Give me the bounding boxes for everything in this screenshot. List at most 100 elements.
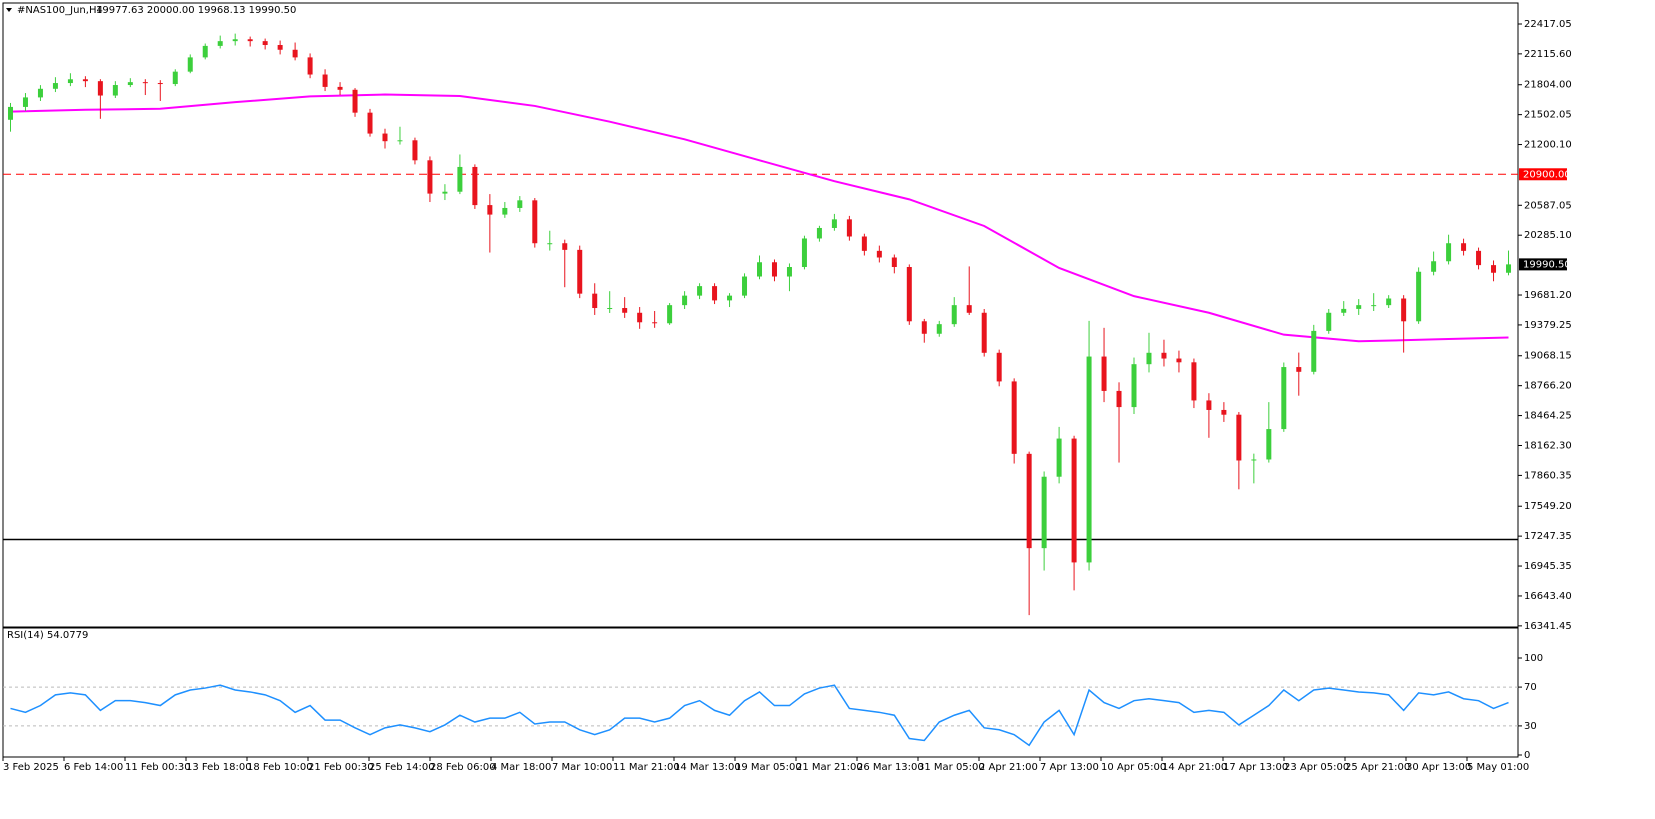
y-tick-label: 17549.20 — [1524, 501, 1572, 512]
candle-body — [277, 45, 283, 50]
candle-body — [337, 86, 343, 90]
candle-body — [1266, 429, 1272, 460]
candle-body — [1281, 367, 1287, 430]
last-price-label: 19990.50 — [1523, 259, 1571, 270]
x-tick-label: 7 Mar 10:00 — [552, 762, 612, 773]
candle-body — [1371, 305, 1377, 307]
x-tick-label: 11 Feb 00:30 — [125, 762, 191, 773]
x-tick-label: 3 Feb 2025 — [3, 762, 59, 773]
candle-body — [1176, 358, 1182, 363]
candle-body — [67, 79, 73, 84]
candle-body — [637, 312, 643, 323]
candle-body — [442, 191, 448, 194]
candle-body — [622, 308, 628, 313]
x-tick-label: 21 Feb 00:30 — [308, 762, 374, 773]
x-tick-label: 14 Mar 13:00 — [674, 762, 741, 773]
rsi-last: 54.0779 — [47, 630, 88, 641]
candle-body — [1401, 298, 1407, 322]
candle-body — [592, 293, 598, 309]
candle-body — [697, 286, 703, 296]
y-tick-label: 70 — [1524, 682, 1537, 693]
candle-body — [157, 83, 163, 85]
candle-body — [786, 267, 792, 277]
x-tick-label: 17 Apr 13:00 — [1223, 762, 1288, 773]
candle-body — [1251, 459, 1257, 461]
candle-body — [682, 295, 688, 306]
x-tick-label: 28 Feb 06:00 — [430, 762, 496, 773]
candle-body — [771, 262, 777, 277]
x-tick-label: 18 Feb 10:00 — [247, 762, 313, 773]
candle-body — [1296, 367, 1302, 372]
candle-body — [187, 57, 193, 72]
candle-body — [667, 305, 673, 324]
x-tick-label: 25 Apr 21:00 — [1345, 762, 1410, 773]
candle-body — [1191, 362, 1197, 401]
candle-body — [861, 236, 867, 251]
x-tick-label: 11 Mar 21:00 — [613, 762, 680, 773]
candle-body — [1431, 261, 1437, 272]
candle-body — [52, 83, 58, 89]
candle-body — [906, 267, 912, 322]
candle-body — [217, 41, 223, 46]
candle-body — [981, 312, 987, 353]
menu-arrow — [6, 8, 12, 12]
y-tick-label: 18766.20 — [1524, 381, 1572, 392]
candle-body — [7, 106, 13, 120]
candle-body — [562, 243, 568, 250]
candle-body — [82, 79, 88, 82]
rsi-frame — [2, 627, 1519, 758]
candle-body — [1506, 264, 1512, 273]
candle-body — [742, 276, 748, 296]
candle-body — [547, 243, 553, 245]
x-tick-label: 25 Feb 14:00 — [369, 762, 435, 773]
x-tick-label: 2 Apr 21:00 — [979, 762, 1038, 773]
h-line-label-box — [1519, 168, 1567, 181]
y-tick-label: 16945.35 — [1524, 561, 1572, 572]
x-tick-label: 14 Apr 21:00 — [1162, 762, 1227, 773]
candle-body — [412, 140, 418, 161]
candle-body — [1056, 438, 1062, 477]
candle-body — [487, 205, 493, 215]
candle-body — [127, 82, 133, 86]
candle-body — [352, 89, 358, 113]
candle-body — [532, 200, 538, 244]
candle-body — [172, 71, 178, 85]
candle-body — [1161, 352, 1167, 359]
candle-body — [1101, 356, 1107, 391]
x-tick-label: 26 Mar 13:00 — [857, 762, 924, 773]
candle-body — [232, 39, 238, 42]
candle-body — [457, 166, 463, 192]
candle-body — [577, 249, 583, 294]
candle-body — [921, 321, 927, 334]
candle-body — [951, 305, 957, 325]
candle-body — [307, 57, 313, 75]
candle-body — [757, 262, 762, 277]
candle-body — [1476, 250, 1482, 266]
candle-body — [1086, 356, 1092, 563]
y-tick-label: 19068.15 — [1524, 351, 1572, 362]
candle-body — [801, 238, 807, 268]
candle-body — [1491, 265, 1497, 273]
candle-body — [382, 133, 388, 142]
x-tick-label: 10 Apr 05:00 — [1101, 762, 1166, 773]
last-price-box — [1519, 258, 1567, 271]
candle-body — [1326, 312, 1332, 331]
candle-body — [427, 160, 433, 194]
candle-body — [472, 166, 478, 206]
y-tick-label: 30 — [1524, 721, 1537, 732]
candle-body — [1041, 476, 1047, 549]
y-tick-label: 20285.10 — [1524, 230, 1572, 241]
candle-body — [1221, 409, 1227, 415]
candle-body — [397, 140, 403, 142]
candle-body — [292, 49, 298, 58]
y-tick-label: 21804.00 — [1524, 80, 1572, 91]
y-tick-label: 21502.05 — [1524, 110, 1572, 121]
y-tick-label: 17860.35 — [1524, 470, 1572, 481]
candle-body — [1416, 271, 1422, 322]
candle-body — [1386, 298, 1392, 306]
price-frame — [2, 2, 1519, 628]
candle-body — [652, 322, 658, 324]
candle-body — [112, 85, 118, 96]
candle-body — [1071, 438, 1077, 563]
candle-body — [1011, 381, 1017, 454]
